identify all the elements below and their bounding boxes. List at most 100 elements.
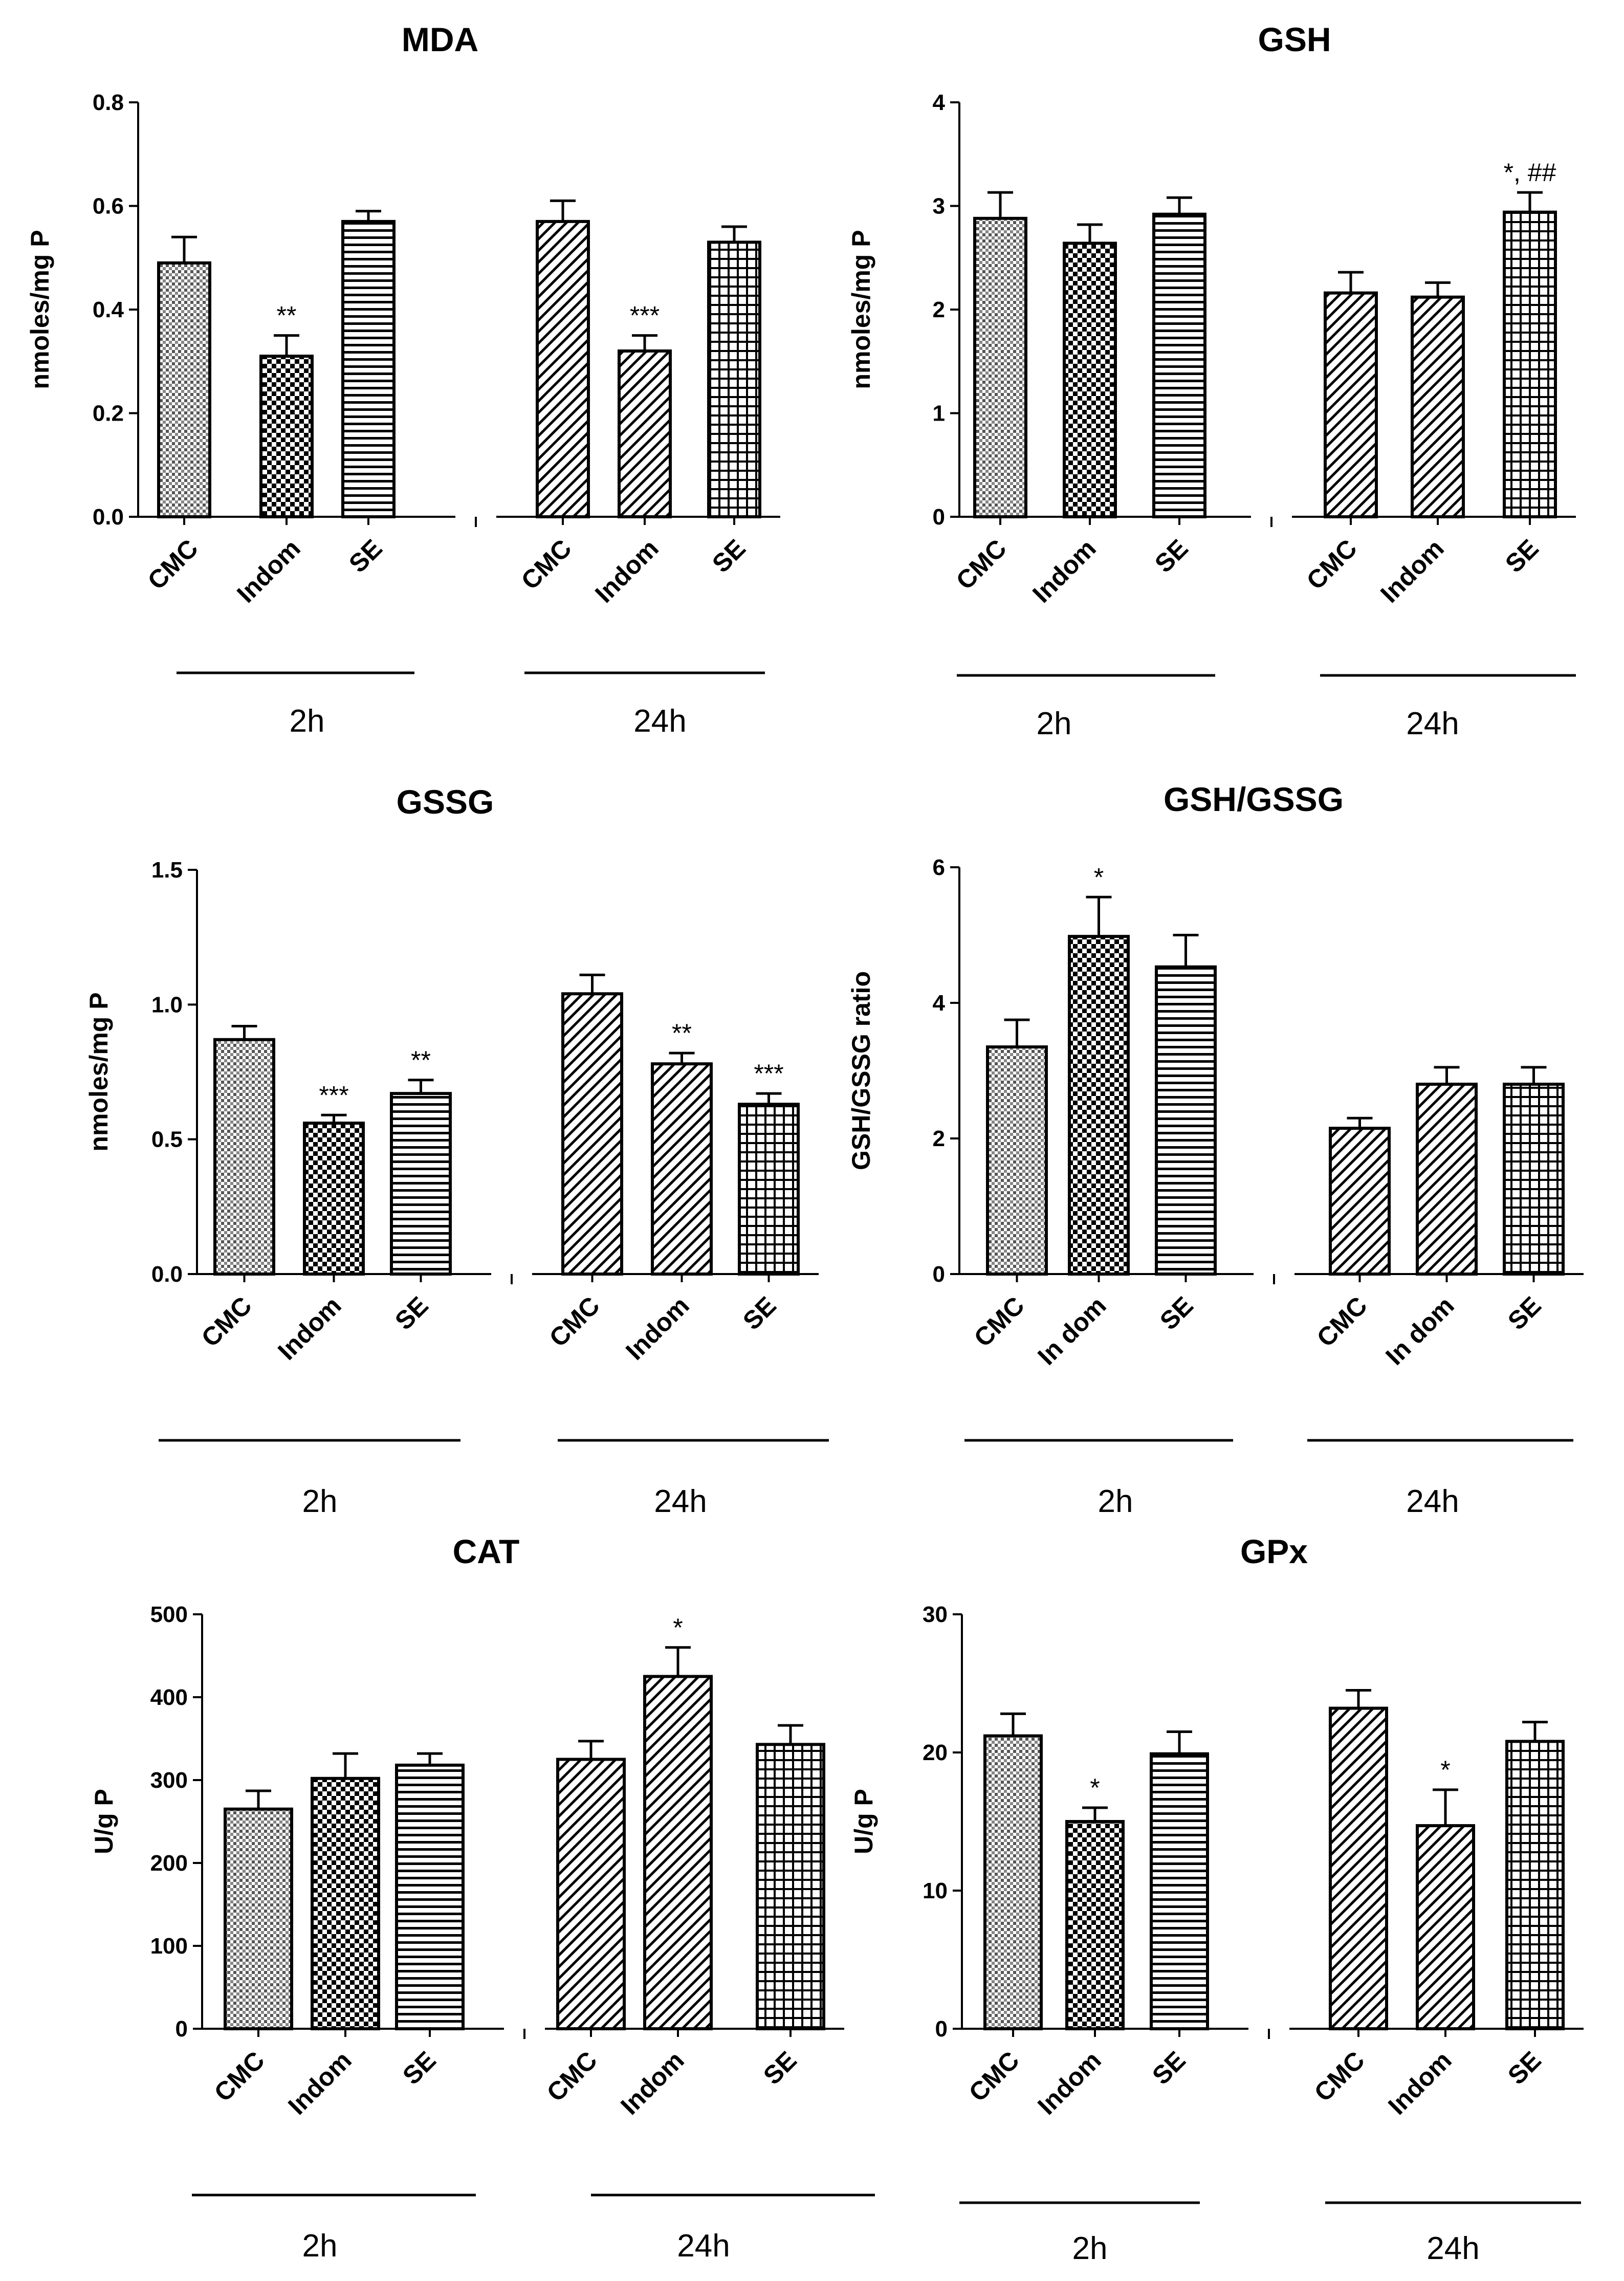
x-category-label: Indom (282, 2046, 357, 2120)
y-tick-label: 10 (923, 1878, 948, 1903)
y-tick-label: 0.6 (93, 194, 124, 219)
group-label-2h: 2h (1098, 1484, 1133, 1519)
chart-gpx: GPx U/g P 0 10 20 30 CMC * Indom SE CMC * Indom SE 2h 2… (849, 1532, 1584, 2266)
group-label-24h: 24h (677, 2228, 730, 2264)
x-category-label: CMC (1301, 534, 1363, 595)
x-category-label: SE (1147, 2046, 1191, 2090)
x-category-label: CMC (963, 2046, 1025, 2107)
significance-label: *** (630, 301, 660, 330)
x-category-label: Indom (1027, 534, 1102, 608)
significance-label: *** (754, 1059, 783, 1088)
x-category-label: CMC (1309, 2046, 1370, 2107)
y-tick-label: 300 (150, 1768, 188, 1793)
y-tick-label: 100 (150, 1934, 188, 1959)
bar-cmc-24h (536, 220, 590, 518)
bar-cmc-24h (556, 1758, 626, 2030)
bar-se-24h (738, 1103, 800, 1276)
x-category-label: Indom (589, 534, 664, 608)
bar-indom-24h (651, 1062, 713, 1276)
y-tick-label: 1.5 (151, 858, 183, 883)
chart-title: GSH (1258, 20, 1331, 58)
significance-label: * (673, 1613, 683, 1642)
significance-label: *, ## (1504, 158, 1556, 187)
y-axis-label: U/g P (90, 1789, 118, 1854)
x-category-label: CMC (541, 2046, 603, 2107)
y-axis-label: nmoles/mg P (84, 992, 113, 1151)
bar-cmc-24h (1329, 1706, 1388, 2031)
bar-se-2h (1155, 965, 1217, 1276)
x-category-label: Indom (1375, 534, 1450, 608)
bar-indom-24h (1411, 295, 1465, 518)
x-category-label: SE (1502, 2046, 1547, 2090)
significance-label: ** (411, 1046, 431, 1074)
y-tick-label: 1.0 (151, 992, 183, 1017)
bar-se-24h (1505, 1740, 1565, 2030)
group-label-2h: 2h (290, 704, 325, 739)
bar-cmc-2h (986, 1045, 1048, 1276)
bar-indom-24h (618, 349, 672, 518)
x-category-label: SE (737, 1291, 782, 1335)
x-category-label: SE (707, 534, 751, 578)
significance-label: * (1440, 1756, 1450, 1784)
bar-indom-24h (643, 1675, 713, 2030)
x-category-label: Indom (615, 2046, 690, 2120)
bar-cmc-2h (973, 216, 1027, 518)
group-label-2h: 2h (302, 2228, 338, 2264)
bar-cmc-24h (1324, 291, 1378, 518)
bar-se-2h (341, 220, 396, 518)
y-tick-label: 4 (933, 991, 946, 1016)
bar-cmc-2h (224, 1807, 293, 2030)
y-tick-label: 0.2 (93, 401, 124, 426)
significance-label: *** (319, 1081, 348, 1109)
bar-se-24h (1503, 1083, 1565, 1276)
x-category-label: SE (389, 1291, 434, 1335)
y-axis-label: GSH/GSSG ratio (847, 971, 875, 1170)
x-category-label: In dom (1032, 1291, 1111, 1370)
x-category-label: CMC (196, 1291, 257, 1352)
x-category-label: SE (1149, 534, 1194, 578)
y-axis-label: U/g P (849, 1789, 878, 1854)
y-tick-label: 0.5 (151, 1127, 183, 1152)
y-tick-label: 6 (933, 855, 945, 880)
y-tick-label: 2 (933, 1126, 945, 1151)
group-label-24h: 24h (1427, 2231, 1479, 2266)
bar-se-2h (395, 1763, 465, 2031)
bar-indom-2h (1065, 1820, 1125, 2030)
y-tick-label: 4 (933, 90, 946, 115)
group-label-2h: 2h (1037, 706, 1072, 741)
bar-indom-24h (1416, 1824, 1475, 2031)
chart-gssg: GSSG nmoles/mg P 0.0 0.5 1.0 1.5 CMC *** Indom **… (84, 783, 829, 1519)
bar-indom-24h (1416, 1083, 1478, 1276)
bar-cmc-24h (561, 992, 623, 1276)
chart-title: CAT (453, 1532, 520, 1570)
significance-label: * (1094, 863, 1104, 891)
bar-se-2h (390, 1092, 452, 1276)
x-category-label: SE (1502, 1291, 1547, 1335)
y-tick-label: 200 (150, 1851, 188, 1876)
chart-title: GSH/GSSG (1164, 780, 1344, 818)
x-category-label: CMC (142, 534, 204, 595)
x-category-label: Indom (620, 1291, 695, 1366)
y-tick-label: 3 (933, 194, 945, 219)
group-label-2h: 2h (302, 1484, 338, 1519)
y-tick-label: 0 (935, 2016, 948, 2042)
chart-title: GSSG (397, 783, 494, 821)
y-tick-label: 0.0 (93, 505, 124, 530)
x-category-label: SE (758, 2046, 802, 2090)
y-tick-label: 0 (933, 505, 945, 530)
y-tick-label: 20 (923, 1740, 948, 1765)
bar-se-2h (1150, 1752, 1209, 2030)
bar-se-24h (707, 240, 761, 518)
bar-indom-2h (259, 355, 314, 518)
x-category-label: CMC (544, 1291, 605, 1352)
bar-se-24h (1503, 210, 1557, 518)
group-label-24h: 24h (1406, 706, 1459, 741)
x-category-label: SE (1500, 534, 1544, 578)
x-category-label: Indom (1382, 2046, 1457, 2120)
x-category-label: CMC (516, 534, 577, 595)
x-category-label: Indom (272, 1291, 347, 1366)
x-category-label: In dom (1380, 1291, 1459, 1370)
